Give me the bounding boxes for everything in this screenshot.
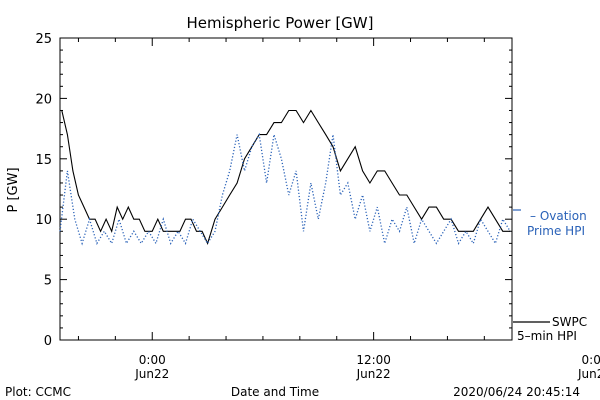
- chart-title: Hemispheric Power [GW]: [187, 14, 374, 32]
- legend-ovation-line2: Prime HPI: [527, 224, 585, 238]
- x-tick-date-label: Jun23: [577, 367, 600, 381]
- chart-marks: 05101520250:00Jun2212:00Jun220:00Jun2312…: [35, 32, 600, 381]
- y-tick-label: 5: [44, 274, 52, 289]
- y-tick-label: 10: [35, 213, 52, 228]
- series-swpc-line: [61, 109, 511, 245]
- x-tick-date-label: Jun22: [134, 367, 169, 381]
- legend-swpc-line1: SWPC: [552, 315, 587, 329]
- y-tick-label: 15: [35, 153, 52, 168]
- x-tick-time-label: 0:00: [582, 353, 600, 367]
- legend-ovation-line1: – Ovation: [530, 209, 587, 223]
- x-axis-label: Date and Time: [231, 385, 319, 399]
- y-axis-label: P [GW]: [6, 167, 21, 212]
- legend-swpc-line2: 5–min HPI: [517, 329, 577, 343]
- x-tick-time-label: 12:00: [356, 353, 391, 367]
- y-tick-label: 25: [35, 32, 52, 47]
- y-tick-label: 0: [44, 334, 52, 349]
- x-tick-date-label: Jun22: [356, 367, 391, 381]
- y-tick-label: 20: [35, 92, 52, 107]
- footer-plot-source: Plot: CCMC: [5, 385, 71, 399]
- legend-ovation: – Ovation Prime HPI: [527, 209, 587, 238]
- legend-swpc: SWPC 5–min HPI: [517, 315, 587, 343]
- x-tick-time-label: 0:00: [139, 353, 166, 367]
- series-ovation-prime-line: [59, 132, 511, 246]
- footer-timestamp: 2020/06/24 20:45:14: [453, 385, 580, 399]
- plot-frame: [59, 37, 513, 341]
